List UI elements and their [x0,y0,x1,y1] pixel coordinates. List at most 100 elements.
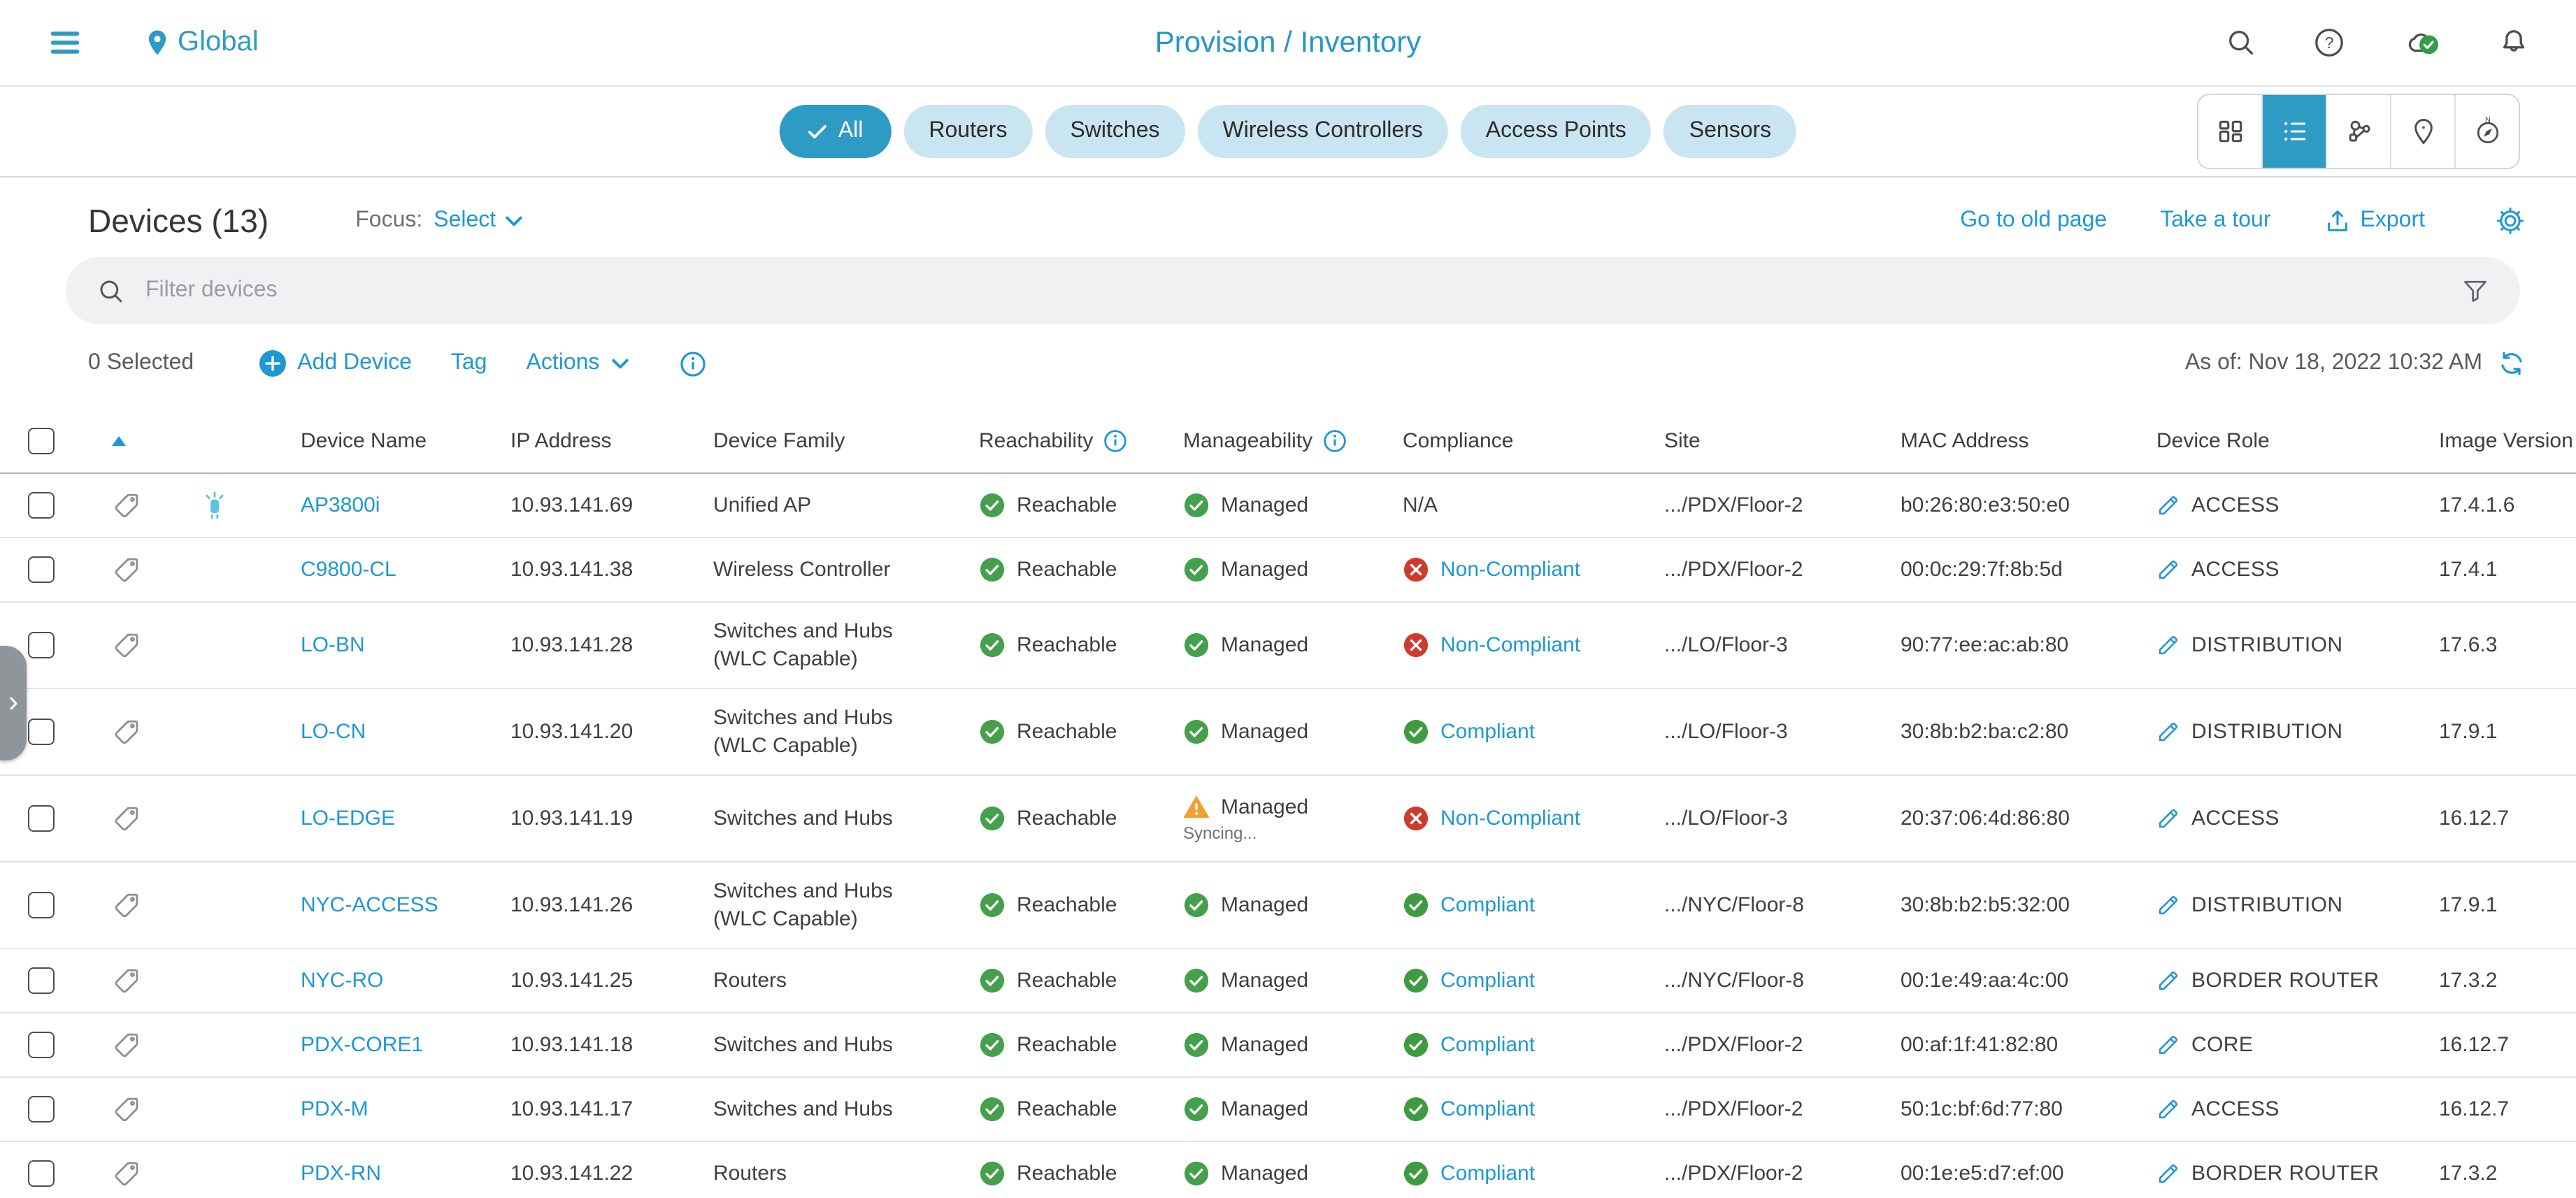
compliance-status[interactable]: Compliant [1403,1160,1664,1187]
global-location-selector[interactable]: Global [143,27,259,59]
device-name-link[interactable]: PDX-CORE1 [301,1033,424,1057]
actions-dropdown[interactable]: Actions [526,351,629,376]
list-view-icon[interactable] [2261,95,2326,168]
tag-button[interactable]: Tag [450,351,487,375]
row-checkbox[interactable] [28,805,55,832]
export-link[interactable]: Export [2324,208,2425,234]
tag-icon[interactable] [112,804,199,833]
tag-icon[interactable] [112,1095,199,1124]
sort-ascending-icon[interactable] [112,435,126,445]
filter-chip-sensors[interactable]: Sensors [1663,105,1797,158]
edit-role-pencil-icon[interactable] [2156,558,2180,582]
device-name-link[interactable]: PDX-M [301,1097,368,1121]
table-row: LO-CN 10.93.141.20 Switches and Hubs (WLC… [0,689,2576,776]
site: .../NYC/Floor-8 [1664,969,1805,993]
tag-icon[interactable] [112,717,199,746]
row-checkbox[interactable] [28,632,55,658]
take-a-tour-link[interactable]: Take a tour [2160,208,2271,232]
device-name-link[interactable]: C9800-CL [301,558,396,582]
site: .../PDX/Floor-2 [1664,493,1803,517]
filter-chip-switches[interactable]: Switches [1045,105,1185,158]
search-icon[interactable] [2225,27,2257,59]
info-icon[interactable] [1322,428,1346,452]
grid-view-icon[interactable] [2198,95,2261,168]
filter-chip-wireless-controllers[interactable]: Wireless Controllers [1197,105,1448,158]
info-icon[interactable] [1103,428,1126,452]
select-all-checkbox[interactable] [28,427,55,454]
edit-role-pencil-icon[interactable] [2156,720,2180,744]
row-checkbox[interactable] [28,1032,55,1058]
compliance-status[interactable]: Compliant [1403,1096,1664,1123]
tag-icon[interactable] [112,1030,199,1060]
row-checkbox[interactable] [28,1160,55,1187]
refresh-icon[interactable] [2498,349,2526,377]
ip-address: 10.93.141.20 [510,720,634,744]
tag-icon[interactable] [112,966,199,995]
selected-count: 0 Selected [88,351,194,375]
help-icon[interactable]: ? [2313,27,2345,59]
device-name-link[interactable]: NYC-ACCESS [301,893,438,917]
device-name-link[interactable]: NYC-RO [301,969,384,993]
filter-chip-access-points[interactable]: Access Points [1460,105,1652,158]
compliance-status[interactable]: Non-Compliant [1403,556,1664,583]
filter-chip-routers[interactable]: Routers [903,105,1033,158]
geo-compass-view-icon[interactable]: N [2454,95,2519,168]
go-to-old-page-link[interactable]: Go to old page [1960,208,2108,232]
table-row: NYC-RO 10.93.141.25 Routers Reachable Ma… [0,949,2576,1013]
filter-devices-input[interactable] [143,277,2461,305]
tag-icon[interactable] [112,491,199,520]
notifications-bell-icon[interactable] [2498,27,2530,59]
edit-role-pencil-icon[interactable] [2156,633,2180,657]
focus-select[interactable]: Select [434,208,522,233]
add-device-button[interactable]: Add Device [258,349,412,377]
row-checkbox[interactable] [28,1096,55,1123]
row-checkbox[interactable] [28,892,55,918]
filter-chip-all[interactable]: All [779,105,892,158]
info-icon[interactable] [679,350,706,377]
breadcrumb[interactable]: Provision / Inventory [1154,26,1422,58]
compliance-status[interactable]: Non-Compliant [1403,805,1664,832]
image-version: 17.4.1 [2439,558,2498,582]
device-name-link[interactable]: LO-BN [301,633,365,657]
row-checkbox[interactable] [28,719,55,745]
device-role: DISTRIBUTION [2156,633,2439,657]
filter-funnel-icon[interactable] [2461,277,2489,305]
edit-role-pencil-icon[interactable] [2156,1033,2180,1057]
row-checkbox[interactable] [28,967,55,994]
compliance-status[interactable]: Compliant [1403,719,1664,745]
edit-role-pencil-icon[interactable] [2156,1162,2180,1185]
edit-role-pencil-icon[interactable] [2156,969,2180,993]
row-checkbox[interactable] [28,492,55,519]
table-settings-gear-icon[interactable] [2495,205,2526,236]
menu-icon[interactable] [46,24,84,62]
table-header-row: Device Name IP Address Device Family Reacha… [0,408,2576,474]
compliance-status[interactable]: Compliant [1403,967,1664,994]
edit-role-pencil-icon[interactable] [2156,893,2180,917]
compliance-status[interactable]: Non-Compliant [1403,632,1664,658]
expand-side-panel-tab[interactable]: › [0,646,27,760]
device-name-link[interactable]: AP3800i [301,493,380,517]
filter-devices-bar[interactable] [66,257,2520,324]
device-name-link[interactable]: LO-CN [301,720,366,744]
cloud-check-icon[interactable] [2401,27,2442,59]
edit-role-pencil-icon[interactable] [2156,1097,2180,1121]
map-view-icon[interactable] [2390,95,2454,168]
tag-icon[interactable] [112,890,199,920]
device-name-link[interactable]: PDX-RN [301,1162,382,1185]
manageability-status: Managed [1183,556,1308,583]
column-header-manageability: Manageability [1183,428,1403,452]
tag-icon[interactable] [112,555,199,584]
device-family: Switches and Hubs (WLC Capable) [713,619,893,670]
tag-icon[interactable] [112,630,199,660]
edit-role-pencil-icon[interactable] [2156,807,2180,830]
topology-view-icon[interactable] [2326,95,2390,168]
compliance-status[interactable]: Compliant [1403,892,1664,918]
compliance-status[interactable]: Compliant [1403,1032,1664,1058]
edit-role-pencil-icon[interactable] [2156,493,2180,517]
row-checkbox[interactable] [28,556,55,583]
tag-icon[interactable] [112,1159,199,1188]
device-name-link[interactable]: LO-EDGE [301,807,396,830]
mac-address: 30:8b:b2:ba:c2:80 [1901,720,2069,744]
ip-address: 10.93.141.26 [510,893,634,917]
